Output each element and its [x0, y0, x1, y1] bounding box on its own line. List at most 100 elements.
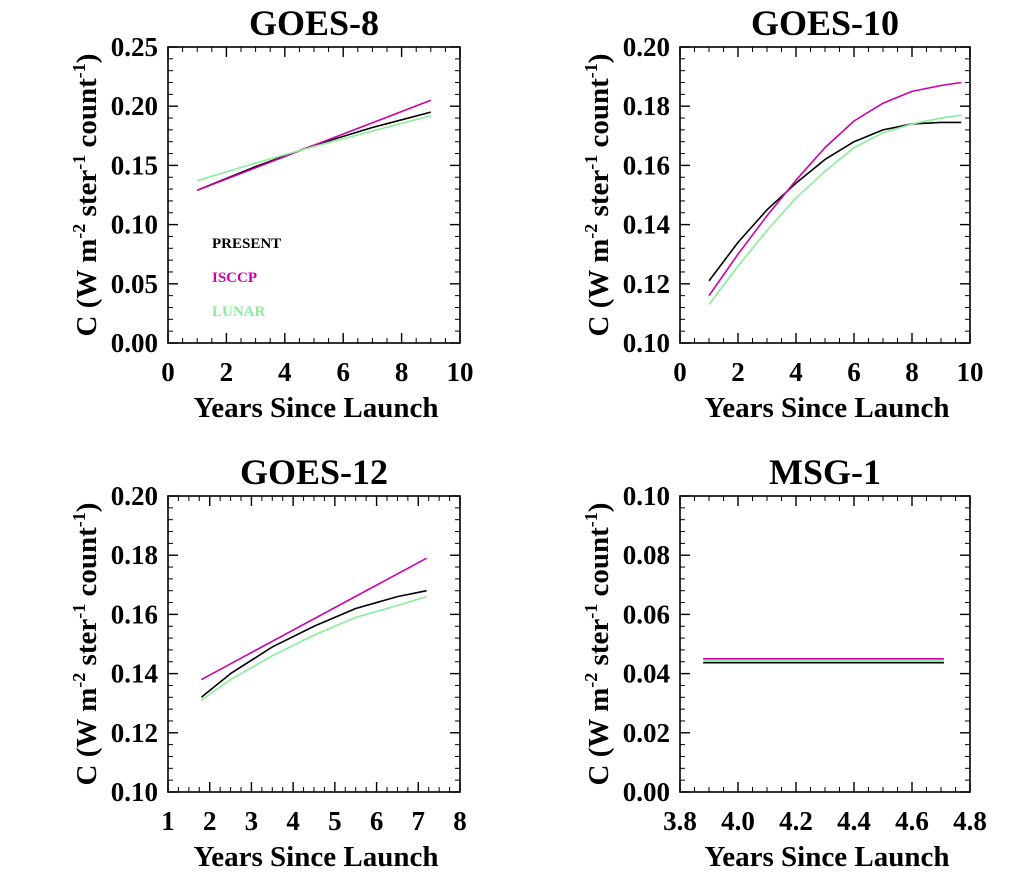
y-axis-label-superscript: -2: [69, 673, 89, 688]
y-tick-label: 0.18: [111, 540, 158, 570]
plot-frame: [679, 46, 971, 344]
y-tick-label: 0.10: [111, 210, 158, 240]
y-tick-label: 0.10: [623, 328, 670, 358]
y-tick-label: 0.15: [111, 150, 158, 180]
x-tick-label: 4.8: [953, 806, 987, 836]
y-axis-label-text: C (W m: [71, 688, 103, 786]
x-tick-label: 8: [453, 806, 467, 836]
x-tick-label: 6: [336, 357, 350, 387]
y-axis-label-superscript: -1: [69, 63, 89, 78]
y-axis-label-superscript: -1: [69, 155, 89, 170]
x-axis-label: Years Since Launch: [194, 392, 439, 424]
y-tick-label: 0.04: [623, 659, 670, 689]
y-axis-label-text: C (W m: [583, 688, 615, 786]
chart-panel-2: GOES-10 0 2 4 6 8 10 0.10 0.12 0.14 0.16 0.18 0.20 Ye…: [581, 3, 984, 424]
series-line-lunar: [200, 595, 427, 701]
series-line-lunar: [196, 114, 432, 182]
series-line-lunar: [708, 114, 962, 306]
legend-entry-lunar: LUNAR: [212, 304, 266, 320]
panel-title: GOES-12: [240, 452, 388, 492]
y-axis-label-text: ster: [71, 619, 103, 673]
x-tick-label: 6: [847, 357, 861, 387]
series-line-present: [200, 589, 427, 698]
x-tick-label: 0: [161, 357, 175, 387]
legend-entry-present: PRESENT: [212, 236, 281, 252]
y-axis-label: C (W m-2 ster-1 count-1): [69, 503, 103, 786]
y-axis-label-text: ): [583, 503, 615, 513]
x-tick-label: 2: [731, 357, 745, 387]
y-axis-label-superscript: -1: [69, 512, 89, 527]
x-tick-label: 4.4: [837, 806, 871, 836]
y-axis-label-text: count: [583, 527, 615, 604]
y-tick-label: 0.02: [623, 718, 670, 748]
y-tick-label: 0.16: [623, 150, 670, 180]
y-axis-label-superscript: -2: [581, 673, 601, 688]
series-line-present: [196, 111, 432, 192]
y-axis-label-text: C (W m: [71, 239, 103, 337]
y-tick-label: 0.14: [623, 210, 670, 240]
x-tick-label: 3.8: [663, 806, 697, 836]
x-tick-label: 4.2: [779, 806, 813, 836]
series-line-isccp: [708, 81, 962, 297]
y-tick-label: 0.10: [623, 481, 670, 511]
chart-panel-1: GOES-8 0 2 4 6 8 10 0.00 0.05 0.10 0.15 0.20 0.25 Yea…: [69, 3, 474, 424]
y-axis-label-superscript: -1: [581, 604, 601, 619]
series-line-present: [708, 121, 962, 282]
x-axis-label: Years Since Launch: [705, 841, 950, 873]
plot-frame: [167, 46, 461, 344]
legend-entry-isccp: ISCCP: [212, 270, 257, 286]
y-axis-label: C (W m-2 ster-1 count-1): [69, 54, 103, 337]
x-tick-label: 4: [278, 357, 292, 387]
x-tick-label: 2: [203, 806, 217, 836]
y-tick-label: 0.25: [111, 32, 158, 62]
y-tick-label: 0.14: [111, 659, 158, 689]
x-tick-label: 10: [447, 357, 474, 387]
y-axis-label-text: ster: [583, 170, 615, 224]
y-tick-label: 0.16: [111, 599, 158, 629]
y-axis-label-text: C (W m: [583, 239, 615, 337]
plot-frame: [679, 495, 971, 793]
x-tick-label: 8: [905, 357, 919, 387]
chart-panel-4: MSG-1 3.8 4.0 4.2 4.4 4.6 4.8 0.00 0.02 0.04 0.06 0…: [581, 452, 987, 873]
y-axis-label-superscript: -2: [69, 224, 89, 239]
plot-frame: [167, 495, 461, 793]
x-tick-label: 3: [245, 806, 259, 836]
y-axis-label-text: ster: [583, 619, 615, 673]
y-axis-label-text: ster: [71, 170, 103, 224]
panel-title: MSG-1: [769, 452, 881, 492]
y-tick-label: 0.18: [623, 91, 670, 121]
y-axis-label-superscript: -1: [581, 63, 601, 78]
x-tick-label: 4.0: [721, 806, 755, 836]
y-tick-label: 0.20: [623, 32, 670, 62]
y-tick-label: 0.00: [111, 328, 158, 358]
y-axis-label-superscript: -1: [581, 512, 601, 527]
x-tick-label: 5: [328, 806, 342, 836]
x-tick-label: 8: [395, 357, 409, 387]
panel-title: GOES-8: [249, 3, 379, 43]
y-axis-label-text: count: [71, 78, 103, 155]
chart-panel-3: GOES-12 1 2 3 4 5 6 7 8 0.10 0.12 0.14 0.16 0.18 0.20 Y…: [69, 452, 467, 873]
y-tick-label: 0.12: [623, 269, 670, 299]
x-axis-label: Years Since Launch: [194, 841, 439, 873]
x-tick-label: 4.6: [895, 806, 929, 836]
x-tick-label: 10: [957, 357, 984, 387]
y-axis-label-text: count: [71, 527, 103, 604]
x-tick-label: 0: [673, 357, 687, 387]
y-tick-label: 0.12: [111, 718, 158, 748]
y-axis-label: C (W m-2 ster-1 count-1): [581, 54, 615, 337]
y-axis-label-text: ): [583, 54, 615, 64]
x-tick-label: 7: [412, 806, 426, 836]
y-axis-label-text: ): [71, 503, 103, 513]
y-axis-label-superscript: -1: [581, 155, 601, 170]
x-tick-label: 2: [220, 357, 234, 387]
y-axis-label-superscript: -1: [69, 604, 89, 619]
x-tick-label: 4: [789, 357, 803, 387]
x-tick-label: 1: [161, 806, 175, 836]
series-line-isccp: [200, 557, 428, 681]
y-axis-label-text: ): [71, 54, 103, 64]
x-axis-label: Years Since Launch: [705, 392, 950, 424]
y-tick-label: 0.20: [111, 91, 158, 121]
x-tick-label: 6: [370, 806, 384, 836]
y-tick-label: 0.00: [623, 777, 670, 807]
